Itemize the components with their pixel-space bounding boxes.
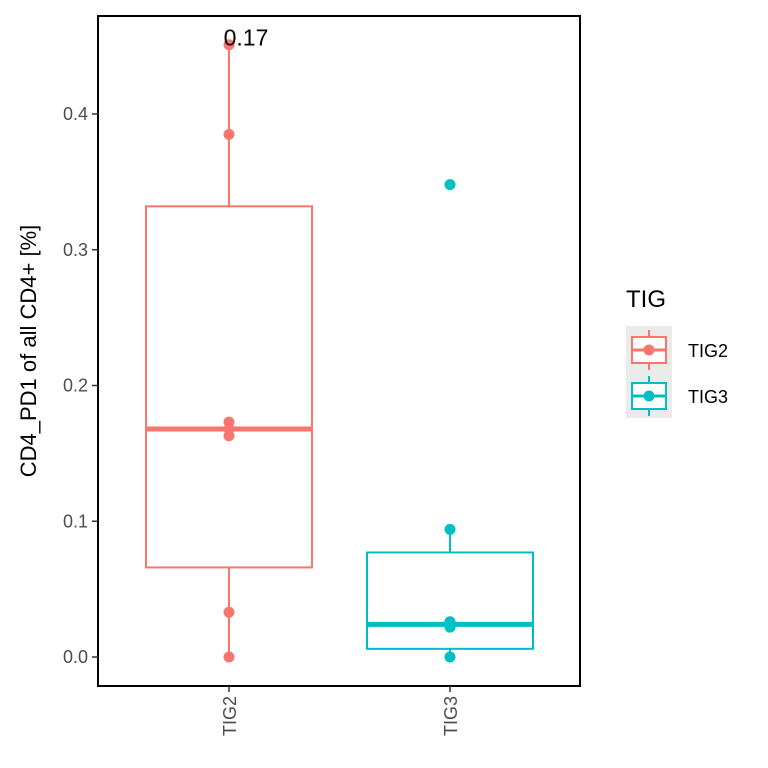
data-point [223, 606, 235, 618]
legend-label: TIG2 [688, 341, 728, 361]
y-tick-label: 0.3 [63, 240, 88, 260]
y-tick-label: 0.4 [63, 104, 88, 124]
data-point [444, 179, 456, 191]
data-point [223, 128, 235, 140]
data-point [444, 616, 456, 628]
data-point [223, 651, 235, 663]
x-tick-label: TIG2 [220, 696, 240, 736]
legend: TIG TIG2 TIG3 [626, 286, 728, 418]
annotation-label: 0.17 [224, 24, 269, 50]
x-tick-label: TIG3 [441, 696, 461, 736]
y-tick-label: 0.1 [63, 511, 88, 531]
y-tick-label: 0.0 [63, 647, 88, 667]
box-iqr [145, 205, 313, 569]
y-axis: 0.0 0.1 0.2 0.3 0.4 [63, 104, 98, 667]
legend-label: TIG3 [688, 387, 728, 407]
points-layer [223, 39, 456, 663]
legend-entries: TIG2 TIG3 [631, 330, 728, 416]
annotations-layer: 0.17 [224, 24, 269, 50]
box-iqr [366, 551, 534, 650]
y-tick-label: 0.2 [63, 376, 88, 396]
legend-key-point [643, 344, 655, 356]
legend-entry-tig3: TIG3 [631, 376, 728, 416]
box-tig2 [145, 44, 313, 657]
y-axis-title: CD4_PD1 of all CD4+ [%] [16, 225, 41, 478]
legend-title: TIG [626, 286, 666, 313]
legend-entry-tig2: TIG2 [631, 330, 728, 370]
data-point [444, 523, 456, 535]
boxes-layer [145, 44, 534, 657]
data-point [444, 651, 456, 663]
legend-key-point [643, 390, 655, 402]
data-point [223, 39, 235, 51]
box-tig3 [366, 529, 534, 657]
data-point [223, 416, 235, 428]
x-axis: TIG2 TIG3 [220, 686, 461, 736]
